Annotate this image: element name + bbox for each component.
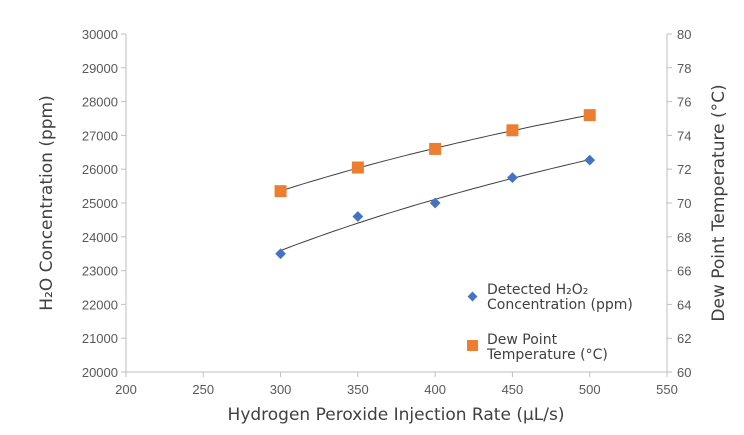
y2-tick-label: 80 xyxy=(677,27,691,42)
x-tick-label: 200 xyxy=(115,382,137,397)
x-tick-label: 300 xyxy=(270,382,292,397)
y-tick-label: 28000 xyxy=(82,95,118,110)
y-tick-label: 20000 xyxy=(82,365,118,380)
y2-axis-title: Dew Point Temperature (°C) xyxy=(709,84,729,321)
y2-tick-label: 78 xyxy=(677,61,691,76)
data-point-dewpoint xyxy=(429,142,442,155)
data-point-h2o2 xyxy=(352,211,364,222)
y2-tick-label: 72 xyxy=(677,162,691,177)
legend: Detected H₂O₂ Concentration (ppm) Dew Po… xyxy=(467,282,633,363)
y-tick-label: 22000 xyxy=(82,297,118,312)
y-tick-label: 24000 xyxy=(82,230,118,245)
y-tick-label: 23000 xyxy=(82,264,118,279)
data-point-dewpoint xyxy=(583,109,596,122)
x-tick-label: 450 xyxy=(502,382,524,397)
legend-label-h2o2-line1: Detected H₂O₂ xyxy=(487,282,588,298)
data-point-dewpoint xyxy=(274,185,287,198)
y2-tick-label: 60 xyxy=(677,365,691,380)
y-tick-label: 27000 xyxy=(82,128,118,143)
x-axis-title: Hydrogen Peroxide Injection Rate (µL/s) xyxy=(228,405,565,425)
y2-tick-label: 64 xyxy=(677,297,691,312)
data-point-h2o2 xyxy=(429,197,441,209)
data-point-h2o2 xyxy=(584,154,596,166)
data-point-h2o2 xyxy=(507,172,518,184)
legend-label-dewpoint-line1: Dew Point xyxy=(487,332,558,348)
y2-tick-label: 68 xyxy=(677,230,691,245)
y-axis-title: H₂O Concentration (ppm) xyxy=(37,95,57,310)
data-point-dewpoint xyxy=(351,161,364,174)
data-point-dewpoint xyxy=(506,124,519,137)
x-tick-label: 350 xyxy=(347,382,369,397)
x-tick-label: 250 xyxy=(192,382,214,397)
y2-tick-label: 76 xyxy=(677,95,691,110)
y-tick-label: 21000 xyxy=(82,331,118,346)
x-tick-label: 400 xyxy=(424,382,446,397)
data-point-h2o2 xyxy=(275,248,286,260)
y-tick-label: 25000 xyxy=(82,196,118,211)
x-tick-label: 550 xyxy=(656,382,678,397)
y2-tick-label: 74 xyxy=(677,128,691,143)
legend-label-dewpoint-line2: Temperature (°C) xyxy=(486,347,608,363)
y-tick-label: 29000 xyxy=(82,61,118,76)
x-tick-label: 500 xyxy=(579,382,601,397)
legend-label-h2o2-line2: Concentration (ppm) xyxy=(487,297,633,313)
y2-tick-label: 62 xyxy=(677,331,691,346)
y-tick-label: 26000 xyxy=(82,162,118,177)
y2-tick-label: 70 xyxy=(677,196,691,211)
y-tick-label: 30000 xyxy=(82,27,118,42)
legend-marker-h2o2 xyxy=(467,291,478,302)
y2-tick-label: 66 xyxy=(677,264,691,279)
legend-marker-dewpoint xyxy=(467,340,478,351)
